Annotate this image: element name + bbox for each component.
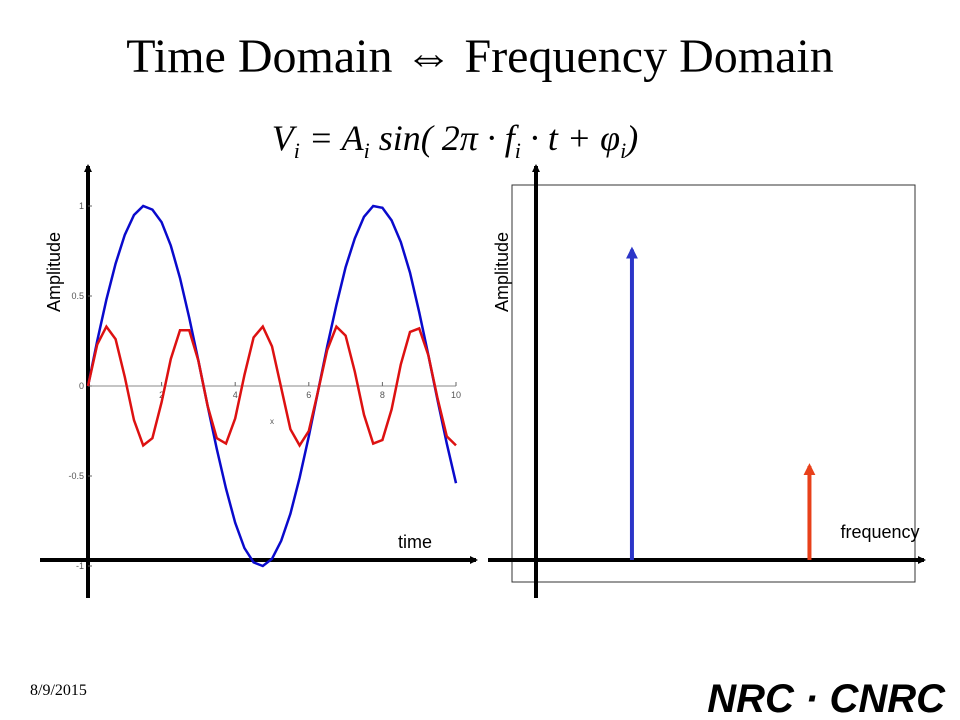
formula-part: sin( 2π · f xyxy=(370,118,520,158)
plot-x-label: x xyxy=(270,417,274,426)
formula-part: V xyxy=(272,118,298,158)
x-tick-label: 8 xyxy=(380,390,385,400)
plot-frame xyxy=(511,184,916,583)
x-tick-label: 6 xyxy=(306,390,311,400)
y-axis-label: Amplitude xyxy=(492,232,512,312)
slide-title: Time Domain ⇔ Frequency Domain xyxy=(126,30,833,83)
formula-subscript: i xyxy=(620,138,626,163)
y-tick-label: 1 xyxy=(79,201,84,211)
x-tick-label: 2 xyxy=(159,390,164,400)
formula-subscript: i xyxy=(515,138,521,163)
date: 8/9/2015 xyxy=(30,682,87,699)
formula-part: ) xyxy=(624,118,638,158)
y-tick-label: -0.5 xyxy=(68,471,84,481)
series-line xyxy=(86,204,458,568)
formula: Vi = Ai sin( 2π · fi · t + φi) xyxy=(272,118,638,163)
y-tick-label: 0 xyxy=(79,381,84,391)
formula-part: = A xyxy=(300,118,365,158)
y-tick-label: -1 xyxy=(76,561,84,571)
series-line xyxy=(86,324,457,448)
x-tick-label: 4 xyxy=(233,390,238,400)
formula-part: · t + φ xyxy=(521,118,620,158)
y-axis-label: Amplitude xyxy=(44,232,64,312)
x-axis-label: time xyxy=(398,532,432,552)
formula-subscript: i xyxy=(364,138,370,163)
formula-subscript: i xyxy=(294,138,300,163)
x-axis-label: frequency xyxy=(840,522,919,542)
logo: NRC · CNRC xyxy=(707,677,946,720)
y-tick-label: 0.5 xyxy=(71,291,84,301)
x-tick-label: 10 xyxy=(451,390,461,400)
